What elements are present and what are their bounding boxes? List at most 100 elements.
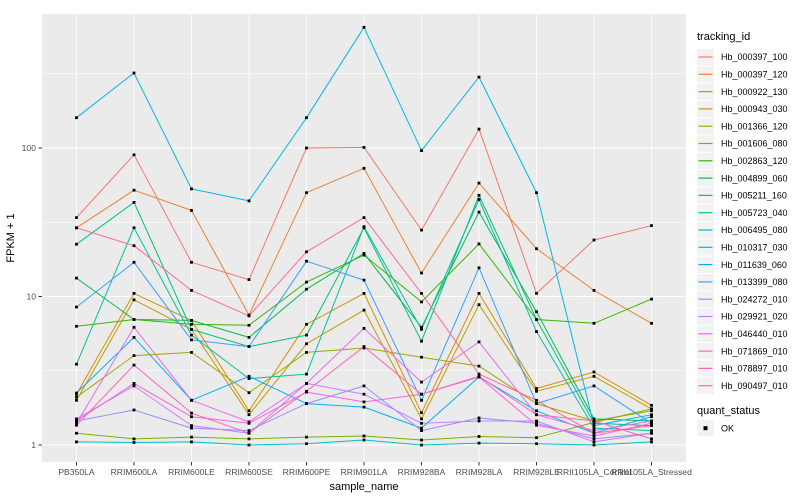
data-point: [650, 431, 653, 435]
legend-entry-Hb_011639_060: Hb_011639_060: [697, 256, 787, 273]
data-point: [247, 391, 251, 395]
data-point: [305, 442, 308, 446]
data-point: [132, 244, 136, 248]
data-point: [190, 322, 193, 326]
data-point: [362, 225, 366, 229]
data-point: [535, 318, 538, 321]
data-point: [420, 426, 423, 430]
data-point: [75, 417, 78, 421]
data-point: [477, 419, 481, 423]
data-point: [305, 322, 308, 326]
data-point: [132, 382, 136, 385]
data-point: [132, 363, 136, 367]
data-point: [132, 384, 136, 388]
y-tick-label: 100: [22, 143, 37, 153]
data-point: [75, 116, 78, 120]
data-point: [592, 421, 596, 425]
legend-entry-label: Hb_005211_160: [721, 191, 787, 201]
legend-entry-Hb_024272_010: Hb_024272_010: [697, 291, 788, 308]
data-point: [420, 300, 423, 304]
x-tick-label: RRII105LA_Stressed: [611, 467, 692, 477]
black-square-marker-icon: [703, 426, 708, 431]
data-point: [190, 398, 193, 402]
data-point: [247, 409, 251, 413]
legend-entry-label: Hb_000943_030: [721, 104, 788, 114]
data-point: [535, 292, 538, 295]
data-point: [362, 400, 366, 404]
legend-entry-label: Hb_005723_040: [721, 208, 788, 218]
data-point: [420, 417, 423, 421]
data-point: [75, 226, 78, 230]
data-point: [247, 278, 251, 281]
data-point: [420, 429, 423, 432]
data-point: [190, 209, 193, 212]
data-point: [650, 297, 653, 301]
legend-entry-label: Hb_002863_120: [721, 156, 788, 166]
data-point: [132, 325, 136, 329]
data-point: [305, 250, 308, 254]
legend-entry-label: Hb_001606_080: [721, 139, 788, 149]
legend-entry-label: Hb_013399_080: [721, 277, 788, 287]
data-point: [535, 442, 538, 446]
data-point: [592, 374, 596, 378]
data-point: [592, 238, 596, 242]
x-tick-label: RRIM928BA: [398, 467, 446, 477]
x-tick-label: RRIM928LA: [456, 467, 503, 477]
data-point: [535, 409, 538, 413]
legend-entry-label: Hb_006495_080: [721, 225, 788, 235]
data-point: [420, 355, 423, 359]
data-point: [75, 305, 78, 309]
legend-entry-label: Hb_010317_030: [721, 243, 788, 253]
data-point: [190, 435, 193, 439]
legend-entry-Hb_006495_080: Hb_006495_080: [697, 222, 788, 239]
data-point: [592, 440, 596, 444]
data-point: [190, 328, 193, 331]
data-point: [132, 336, 136, 339]
data-point: [75, 421, 78, 425]
data-point: [247, 314, 251, 318]
legend-entry-Hb_004899_060: Hb_004899_060: [697, 170, 788, 187]
data-point: [247, 336, 251, 339]
legend-entry-Hb_001606_080: Hb_001606_080: [697, 135, 788, 152]
data-point: [132, 318, 136, 321]
data-point: [650, 419, 653, 423]
data-point: [247, 437, 251, 441]
data-point: [190, 187, 193, 191]
data-point: [190, 411, 193, 415]
data-point: [132, 260, 136, 264]
data-point: [75, 216, 78, 219]
data-point: [132, 437, 136, 441]
data-point: [535, 413, 538, 417]
legend-entry-label: Hb_000922_130: [721, 87, 788, 97]
data-point: [535, 310, 538, 314]
legend-entry-label: Hb_024272_010: [721, 294, 788, 304]
data-point: [535, 191, 538, 195]
legend-entry-quant-ok: OK: [697, 420, 734, 437]
legend-entry-Hb_078897_010: Hb_078897_010: [697, 360, 788, 377]
data-point: [477, 266, 481, 270]
legend-entry-Hb_071869_010: Hb_071869_010: [697, 343, 788, 360]
data-point: [477, 127, 481, 131]
data-point: [420, 421, 423, 425]
data-point: [247, 374, 251, 378]
data-point: [535, 387, 538, 390]
data-point: [477, 416, 481, 420]
data-point: [132, 441, 136, 444]
data-point: [305, 382, 308, 385]
data-point: [477, 372, 481, 376]
x-tick-label: RRIM600LA: [111, 467, 158, 477]
data-point: [247, 413, 251, 417]
legend-entry-label: Hb_004899_060: [721, 173, 788, 183]
data-point: [132, 153, 136, 157]
data-point: [362, 384, 366, 388]
legend-entry-Hb_029921_020: Hb_029921_020: [697, 308, 788, 325]
y-tick-labels: 1 10 100: [22, 143, 37, 450]
data-point: [420, 438, 423, 442]
data-point: [420, 328, 423, 331]
data-point: [305, 333, 308, 337]
data-point: [477, 210, 481, 214]
data-point: [592, 426, 596, 430]
data-point: [362, 216, 366, 219]
data-point: [650, 407, 653, 411]
